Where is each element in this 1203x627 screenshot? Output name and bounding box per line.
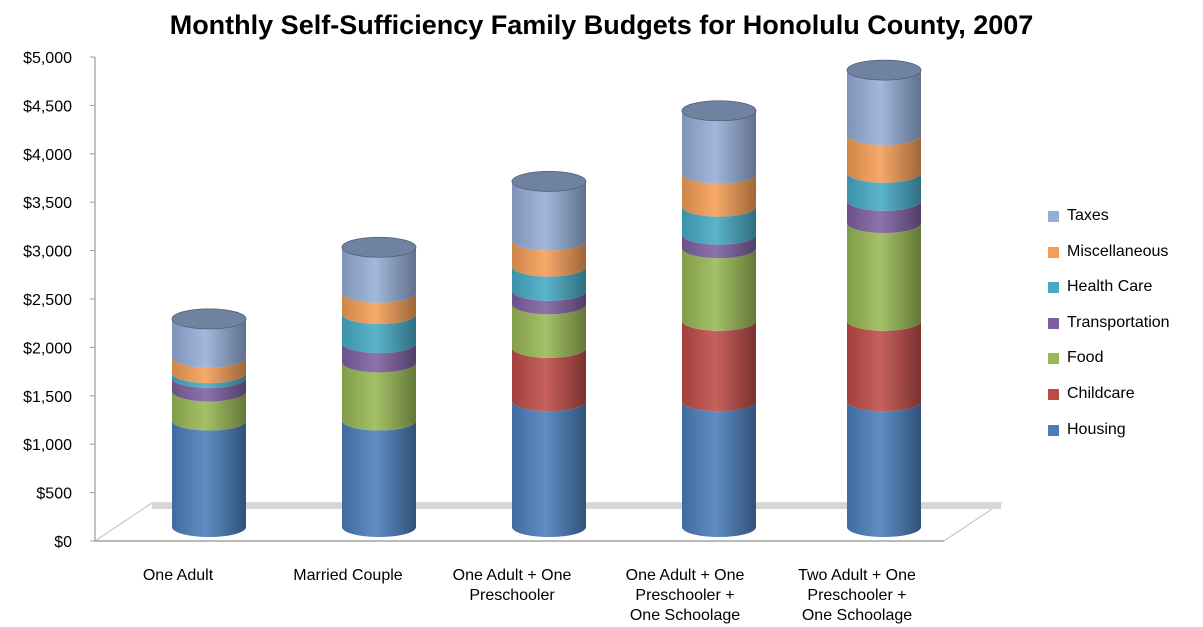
legend-label: Miscellaneous [1067, 242, 1169, 260]
bar-segment-food [847, 223, 921, 331]
y-tick-label: $500 [36, 486, 72, 503]
legend-label: Childcare [1067, 384, 1135, 402]
bar-segment-health-care [512, 266, 586, 301]
chart-title: Monthly Self-Sufficiency Family Budgets … [169, 10, 1034, 40]
bar-segment-childcare [512, 347, 586, 412]
bar-segment-transportation [847, 200, 921, 234]
bar-stack [681, 100, 757, 537]
x-tick-label: One Adult + One Preschooler + One Schoolag… [626, 567, 745, 624]
y-axis: $0 $500 $1,000 $1,500 $2,000 $2,500 $3,000 $3,5… [23, 50, 96, 551]
x-tick-label: One Adult + One Preschooler [453, 567, 572, 604]
bar-stack [846, 59, 922, 537]
bar-segment-food [172, 391, 246, 431]
bar-segment-taxes [512, 181, 586, 251]
y-tick-label: $3,500 [23, 195, 72, 212]
bar-top-cap [341, 236, 417, 258]
legend-swatch [1048, 424, 1059, 436]
y-tick-label: $1,000 [23, 437, 72, 454]
bar-segment-health-care [847, 172, 921, 211]
legend-swatch [1048, 282, 1059, 294]
x-tick-label: Married Couple [293, 567, 402, 584]
bar-segment-transportation [172, 377, 246, 402]
bar-segment-miscellaneous [172, 357, 246, 384]
bar-top-cap [171, 308, 247, 330]
x-tick-label: One Adult [143, 567, 214, 584]
legend-swatch [1048, 353, 1059, 365]
legend-swatch [1048, 246, 1059, 258]
bar-segment-miscellaneous [342, 292, 416, 325]
bar-segment-childcare [847, 320, 921, 412]
bar-segment-transportation [512, 290, 586, 315]
y-tick-label: $0 [54, 534, 72, 551]
bar-top-cap [681, 100, 757, 122]
legend-swatch [1048, 211, 1059, 222]
bar-stack [341, 236, 417, 537]
legend-swatch [1048, 388, 1059, 400]
bar-stack [511, 171, 587, 537]
bar-segment-health-care [342, 314, 416, 354]
bar-segment-childcare [682, 320, 756, 412]
bar-segment-taxes [847, 70, 921, 145]
y-tick-label: $3,000 [23, 244, 72, 261]
y-tick-label: $4,000 [23, 147, 72, 164]
x-tick-label: Two Adult + One Preschooler + One Schoolag… [798, 567, 916, 624]
bar-segment-food [682, 248, 756, 331]
y-tick-label: $2,000 [23, 340, 72, 357]
x-axis-labels: One Adult Married Couple One Adult + One Pr… [143, 567, 916, 624]
bar-segment-transportation [342, 343, 416, 373]
bar-segment-health-care [682, 206, 756, 245]
y-tick-label: $4,500 [23, 98, 72, 115]
legend-label: Transportation [1067, 313, 1170, 331]
legend-label: Food [1067, 349, 1104, 367]
bar-segment-housing [847, 401, 921, 537]
bar-segment-miscellaneous [682, 173, 756, 217]
legend-label: Housing [1067, 420, 1126, 438]
y-tick-label: $5,000 [23, 50, 72, 67]
bar-segment-miscellaneous [847, 134, 921, 183]
y-tick-label: $1,500 [23, 389, 72, 406]
bar-segment-food [512, 304, 586, 358]
legend-label: Health Care [1067, 278, 1153, 296]
bar-segment-transportation [682, 234, 756, 259]
bar-segment-food [342, 362, 416, 431]
bar-top-cap [511, 171, 587, 192]
legend-label: Taxes [1067, 207, 1109, 224]
bar-segment-housing [172, 420, 246, 537]
bar-segment-health-care [172, 373, 246, 388]
bar-segment-housing [682, 401, 756, 537]
bar-segment-taxes [342, 247, 416, 303]
bar-top-cap [846, 59, 922, 81]
bar-segment-miscellaneous [512, 240, 586, 277]
bar-series [171, 59, 922, 537]
bar-stack [171, 308, 247, 537]
bar-segment-housing [342, 420, 416, 537]
bar-segment-taxes [682, 110, 756, 184]
bar-segment-taxes [172, 318, 246, 368]
bar-segment-housing [512, 401, 586, 537]
y-tick-label: $2,500 [23, 292, 72, 309]
legend-swatch [1048, 317, 1059, 329]
